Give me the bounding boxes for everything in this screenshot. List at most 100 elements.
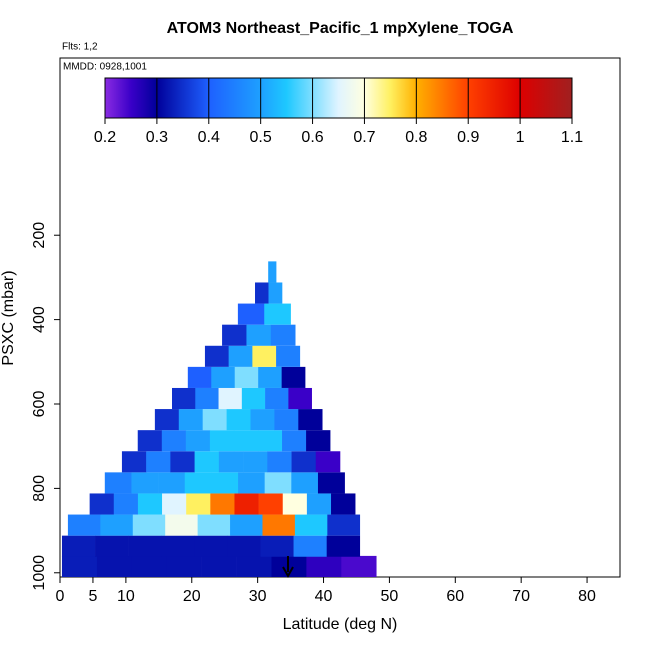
curtain-cell [282, 493, 308, 515]
curtain-cell [234, 493, 259, 515]
curtain-cell [260, 535, 294, 557]
curtain-cell [317, 472, 345, 494]
curtain-cell [291, 451, 317, 473]
curtain-cell [268, 282, 283, 304]
colorbar-tick-label: 0.7 [353, 129, 375, 146]
curtain-cell [185, 430, 211, 452]
curtain-cell [210, 493, 235, 515]
colorbar-tick-label: 0.2 [94, 129, 116, 146]
curtain-cell [237, 303, 265, 325]
curtain-cell [270, 324, 296, 346]
x-tick-label: 20 [183, 588, 201, 605]
curtain-cell [264, 472, 292, 494]
curtain-cell [265, 387, 289, 410]
curtain-cell [165, 514, 198, 536]
curtain-cell [255, 282, 269, 304]
curtain-cell [281, 366, 306, 388]
curtain-cell [161, 535, 195, 557]
curtain-cell [258, 366, 282, 388]
curtain-cell [158, 472, 186, 494]
x-axis-label: Latitude (deg N) [283, 616, 398, 633]
curtain-cell [326, 535, 361, 557]
curtain-cell [327, 514, 361, 536]
curtain-cell [61, 535, 96, 557]
curtain-cell [104, 472, 132, 494]
colorbar-tick-label: 0.9 [457, 129, 479, 146]
curtain-cell [258, 493, 284, 515]
curtain-cell [227, 535, 261, 557]
curtain-cell [178, 409, 203, 431]
curtain-cell [226, 409, 251, 431]
curtain-cell [276, 345, 301, 367]
subtitle: Flts: 1,2 [62, 42, 98, 53]
colorbar-tick-label: 1.1 [561, 129, 583, 146]
curtain-cell [161, 430, 187, 452]
curtain-cell [252, 345, 277, 367]
curtain-cell [293, 535, 327, 557]
y-tick-label: 1000 [31, 555, 48, 591]
curtain-cell [194, 451, 220, 473]
curtain-cell [131, 555, 168, 577]
y-tick-label: 400 [31, 306, 48, 333]
curtain-cell [137, 493, 163, 515]
curtain-cell [128, 535, 162, 557]
curtain-cell [222, 324, 247, 346]
y-axis-label: PSXC (mbar) [0, 270, 17, 365]
curtain-cell [89, 493, 115, 515]
curtain-cell [184, 472, 212, 494]
curtain-cell [67, 514, 101, 536]
x-tick-label: 50 [381, 588, 399, 605]
curtain-cell [268, 261, 277, 283]
curtain-cell [233, 430, 259, 452]
curtain-cell [132, 514, 166, 536]
colorbar-tick-label: 0.4 [198, 129, 220, 146]
x-tick-label: 60 [446, 588, 464, 605]
curtain-cell [243, 451, 268, 473]
curtain-cell [95, 535, 129, 557]
colorbar [104, 77, 573, 119]
x-tick-label: 30 [249, 588, 267, 605]
curtain-cell [209, 430, 235, 452]
curtain-cell [166, 555, 202, 577]
curtain-cell [282, 430, 307, 452]
annotation: MMDD: 0928,1001 [63, 62, 147, 73]
curtain-cell [267, 451, 292, 473]
curtain-cell [218, 387, 243, 410]
curtain-cell [162, 493, 187, 515]
chart-title: ATOM3 Northeast_Pacific_1 mpXylene_TOGA [167, 20, 514, 37]
curtain-cell [218, 451, 244, 473]
curtain-cell [197, 514, 231, 536]
curtain-cell [113, 493, 139, 515]
curtain-cell [288, 387, 312, 410]
curtain-cell [306, 555, 342, 577]
curtain-cell [204, 345, 229, 367]
x-tick-label: 80 [578, 588, 596, 605]
curtain-cell [236, 555, 272, 577]
curtain-cell [131, 472, 159, 494]
curtain-cell [238, 472, 265, 494]
curtain-cell [298, 409, 323, 431]
curtain-cell [291, 472, 319, 494]
y-tick-label: 200 [31, 222, 48, 249]
curtain-cell [61, 555, 98, 577]
curtain-cell [341, 555, 377, 577]
curtain-cell [201, 555, 237, 577]
curtain-cell [271, 555, 307, 577]
curtain-cell [172, 387, 196, 410]
curtain-cell [96, 555, 133, 577]
y-tick-label: 800 [31, 475, 48, 502]
position-arrow [282, 556, 294, 579]
colorbar-tick-label: 0.3 [146, 129, 168, 146]
curtain-cell [202, 409, 227, 431]
curtain-cell [211, 472, 239, 494]
colorbar-tick-label: 0.5 [250, 129, 272, 146]
curtain-cell [274, 409, 299, 431]
curtain-cell [228, 345, 253, 367]
curtain-cell [154, 409, 180, 431]
curtain-cell [250, 409, 275, 431]
colorbar-tick-label: 1 [516, 129, 525, 146]
x-tick-label: 5 [88, 588, 97, 605]
curtain-cell [315, 451, 341, 473]
curtain-cell [121, 451, 147, 473]
